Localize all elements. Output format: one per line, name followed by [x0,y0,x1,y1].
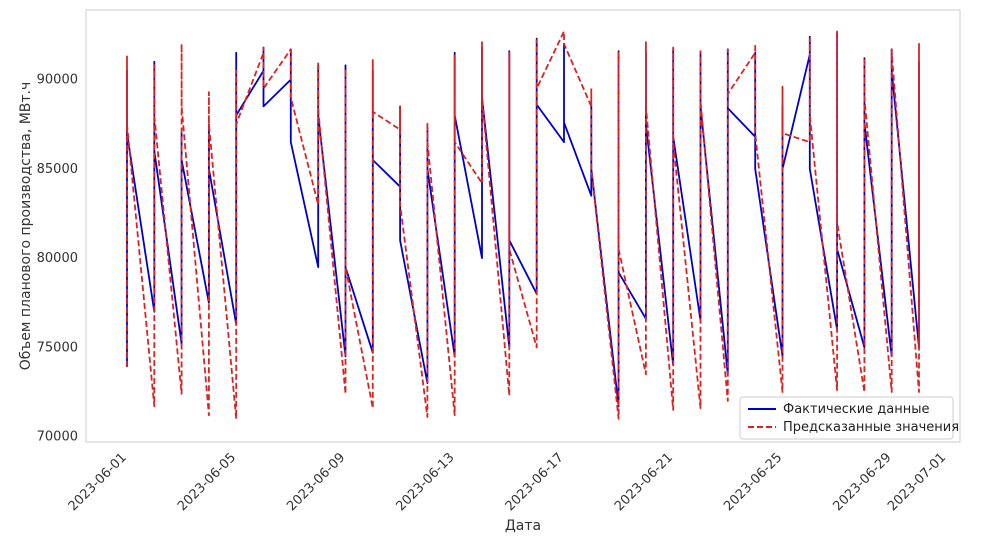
y-tick-label: 75000 [37,340,78,355]
y-axis-ticks: 70000 75000 80000 85000 90000 [37,73,78,445]
x-tick-label: 2023-06-17 [503,450,567,514]
x-axis-ticks: 2023-06-01 2023-06-05 2023-06-09 2023-06-13… [66,450,949,514]
legend-label-predicted: Предсказанные значения [783,420,959,435]
legend-label-actual: Фактические данные [783,402,930,417]
y-tick-label: 90000 [37,73,78,88]
x-tick-label: 2023-06-05 [175,450,239,514]
x-tick-label: 2023-06-01 [66,450,130,514]
x-tick-label: 2023-07-01 [885,450,949,514]
plot-frame [85,9,961,443]
y-tick-label: 85000 [37,162,78,177]
x-axis-title: Дата [505,518,541,534]
legend: Фактические данные Предсказанные значени… [739,396,959,440]
y-tick-label: 70000 [37,430,78,445]
x-tick-label: 2023-06-13 [394,450,458,514]
series-layer [126,30,920,420]
y-axis-title: Объем планового производства, МВт.ч [18,82,34,371]
y-tick-label: 80000 [37,251,78,266]
series-line-predicted [126,30,920,420]
x-tick-label: 2023-06-21 [612,450,676,514]
legend-box [739,396,954,440]
x-tick-label: 2023-06-25 [721,450,785,514]
x-tick-label: 2023-06-09 [284,450,348,514]
